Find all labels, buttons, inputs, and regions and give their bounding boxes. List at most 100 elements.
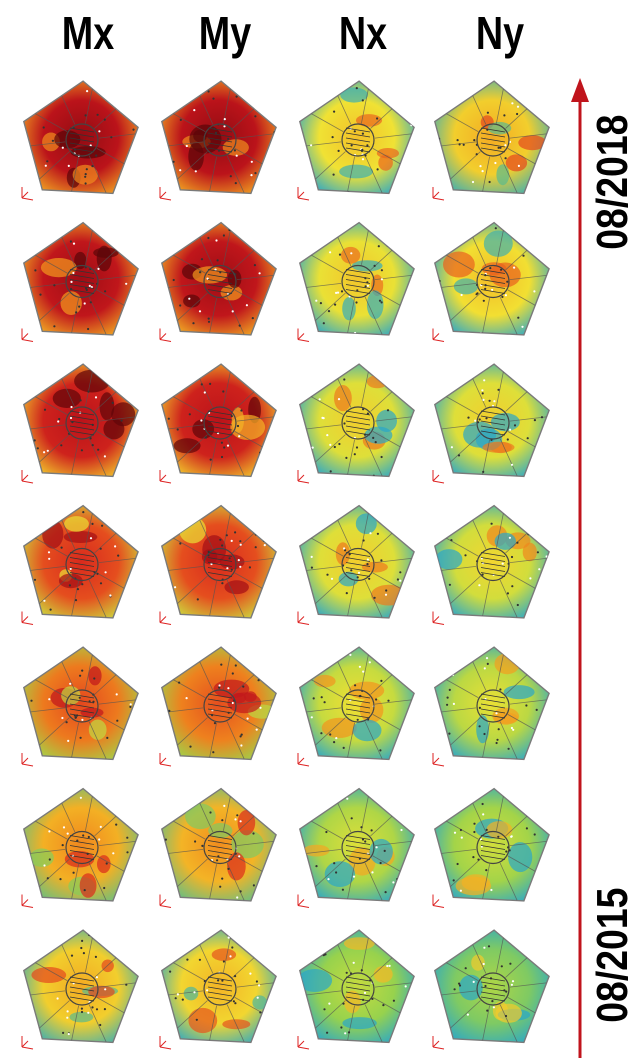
- column-header-my: My: [198, 7, 252, 59]
- plate-outline: [22, 929, 139, 1044]
- contour-plot-mx-row-3: [21, 363, 139, 484]
- contour-plot-mx-row-6: [21, 787, 139, 908]
- contour-plot-my-row-1: [159, 80, 277, 201]
- core-ring: [341, 264, 375, 299]
- contour-plot-mx-row-7: [21, 929, 139, 1050]
- core-ring: [341, 547, 375, 582]
- contour-plot-nx-row-7: [297, 929, 415, 1050]
- contour-plot-nx-row-4: [297, 504, 415, 625]
- contour-plot-my-row-5: [159, 646, 277, 767]
- axis-triad-icon: [432, 611, 445, 625]
- axis-triad-icon: [297, 328, 310, 342]
- plate-outline: [298, 363, 415, 478]
- contour-plot-nx-row-3: [297, 363, 415, 484]
- contour-plot-nx-row-2: [297, 221, 415, 342]
- core-ring: [476, 830, 510, 865]
- axis-triad-icon: [432, 753, 445, 767]
- core-ring: [476, 972, 510, 1006]
- contour-plot-my-row-3: [159, 363, 277, 484]
- axis-triad-icon: [297, 1036, 310, 1050]
- axis-triad-icon: [159, 187, 172, 201]
- core-ring: [65, 830, 99, 865]
- contour-plot-ny-row-4: [432, 504, 550, 625]
- plate-outline: [433, 929, 550, 1044]
- contour-plot-nx-row-6: [297, 787, 415, 908]
- axis-triad-icon: [297, 187, 310, 201]
- core-ring: [203, 264, 237, 299]
- axis-triad-icon: [21, 187, 34, 201]
- contour-plot-mx-row-5: [21, 646, 139, 767]
- core-ring: [65, 689, 99, 723]
- contour-plot-ny-row-5: [432, 646, 550, 767]
- contour-plot-nx-row-5: [297, 646, 415, 767]
- column-header-mx: Mx: [61, 7, 115, 59]
- contour-plot-mx-row-4: [21, 504, 139, 625]
- contour-plot-my-row-4: [159, 504, 277, 625]
- core-ring: [341, 406, 375, 440]
- core-ring: [476, 547, 510, 582]
- core-ring: [65, 406, 99, 440]
- core-ring: [341, 972, 375, 1006]
- axis-triad-icon: [297, 470, 310, 484]
- axis-triad-icon: [432, 187, 445, 201]
- plate-outline: [22, 80, 139, 195]
- plate-outline: [160, 646, 277, 761]
- core-ring: [203, 830, 237, 865]
- axis-triad-icon: [21, 894, 34, 908]
- plate-outline: [22, 363, 139, 478]
- contour-plot-ny-row-2: [432, 221, 550, 342]
- axis-triad-icon: [159, 470, 172, 484]
- axis-triad-icon: [297, 894, 310, 908]
- plate-outline: [22, 221, 139, 336]
- core-ring: [341, 123, 375, 157]
- axis-triad-icon: [432, 328, 445, 342]
- core-ring: [203, 689, 237, 723]
- plate-outline: [298, 646, 415, 761]
- core-ring: [203, 547, 237, 582]
- axis-triad-icon: [432, 470, 445, 484]
- contour-plot-ny-row-3: [432, 363, 550, 484]
- core-ring: [65, 547, 99, 582]
- plate-outline: [22, 787, 139, 902]
- axis-triad-icon: [21, 328, 34, 342]
- plate-outline: [22, 646, 139, 761]
- contour-plot-mx-row-2: [21, 221, 139, 342]
- core-ring: [341, 830, 375, 865]
- axis-triad-icon: [432, 1036, 445, 1050]
- axis-triad-icon: [21, 611, 34, 625]
- axis-triad-icon: [297, 753, 310, 767]
- axis-triad-icon: [159, 328, 172, 342]
- axis-triad-icon: [21, 470, 34, 484]
- core-ring: [341, 689, 375, 723]
- contour-plot-ny-row-7: [432, 929, 550, 1050]
- contour-plot-mx-row-1: [21, 80, 139, 201]
- core-ring: [476, 264, 510, 299]
- axis-triad-icon: [159, 1036, 172, 1050]
- column-header-ny: Ny: [475, 7, 525, 59]
- core-ring: [203, 972, 237, 1006]
- core-ring: [65, 972, 99, 1006]
- contour-plot-my-row-7: [159, 929, 277, 1050]
- core-ring: [203, 406, 237, 440]
- date-label-start: 08/2015: [588, 887, 637, 1023]
- axis-triad-icon: [21, 1036, 34, 1050]
- date-label-end: 08/2018: [588, 114, 637, 250]
- arrow-up-icon: [571, 78, 589, 102]
- contour-plot-my-row-2: [159, 221, 277, 342]
- axis-triad-icon: [297, 611, 310, 625]
- plate-outline: [433, 646, 550, 761]
- core-ring: [203, 123, 237, 157]
- core-ring: [65, 123, 99, 157]
- core-ring: [476, 123, 510, 157]
- core-ring: [65, 264, 99, 299]
- plate-outline: [298, 929, 415, 1044]
- core-ring: [476, 689, 510, 723]
- contour-plot-my-row-6: [159, 787, 277, 908]
- plate-outline: [298, 221, 415, 336]
- core-ring: [476, 406, 510, 440]
- contour-plot-nx-row-1: [297, 80, 415, 201]
- axis-triad-icon: [159, 753, 172, 767]
- timeline-arrow: [571, 78, 589, 1058]
- plate-outline: [433, 787, 550, 902]
